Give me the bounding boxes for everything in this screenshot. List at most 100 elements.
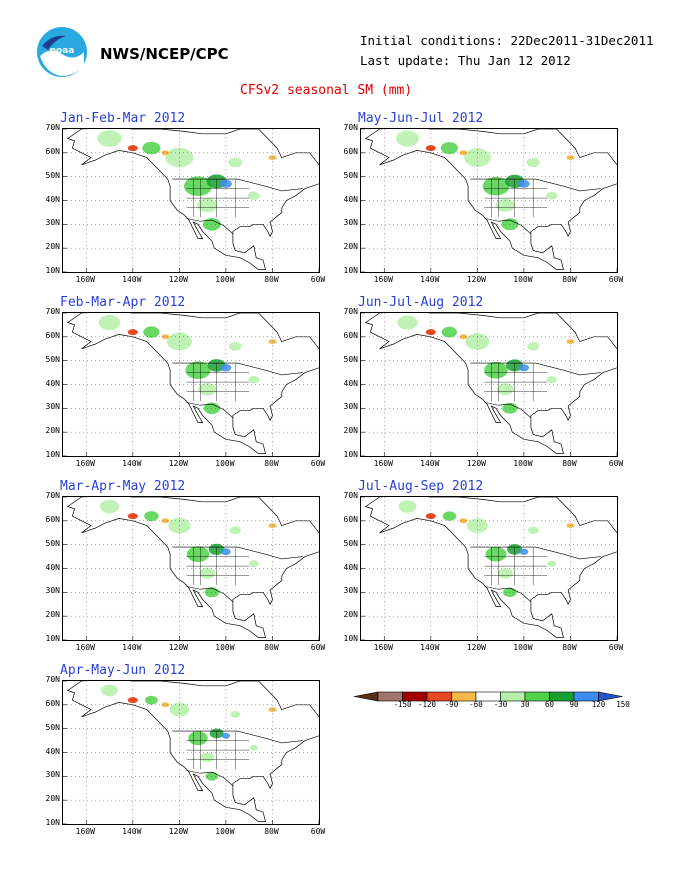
lon-label: 80W — [264, 459, 279, 468]
lon-label: 120W — [168, 275, 188, 284]
last-update: Last update: Thu Jan 12 2012 — [360, 53, 571, 68]
dry-anomaly-patch — [127, 145, 138, 152]
border-line — [186, 770, 234, 787]
border-line — [470, 546, 601, 560]
wet-anomaly-patch — [228, 342, 242, 351]
wet-anomaly-patch — [482, 176, 510, 196]
colorbar-label: -150 — [393, 700, 412, 709]
wet-anomaly-patch — [221, 732, 231, 739]
dry-anomaly-patch — [127, 513, 138, 520]
lat-label: 50N — [45, 170, 60, 180]
dry-anomaly-patch — [459, 150, 468, 156]
wet-anomaly-patch — [98, 314, 121, 331]
lat-label: 40N — [343, 562, 358, 572]
lat-label: 60N — [45, 146, 60, 156]
wet-anomaly-patch — [145, 695, 158, 705]
agency-name: NWS/NCEP/CPC — [100, 45, 229, 63]
wet-anomaly-patch — [249, 560, 259, 568]
lat-label: 30N — [45, 770, 60, 780]
wet-anomaly-patch — [497, 568, 513, 579]
colorbar-label: -120 — [417, 700, 437, 709]
lat-label: 60N — [45, 514, 60, 524]
lat-label: 60N — [45, 330, 60, 340]
svg-text:noaa: noaa — [50, 46, 75, 56]
wet-anomaly-patch — [219, 179, 232, 188]
map-panel — [360, 496, 618, 641]
wet-anomaly-patch — [442, 511, 457, 521]
border-line — [186, 402, 234, 419]
lat-label: 60N — [343, 514, 358, 524]
lon-label: 80W — [264, 275, 279, 284]
colorbar-label: 150 — [616, 700, 630, 709]
wet-anomaly-patch — [396, 130, 419, 147]
map-svg — [63, 129, 319, 272]
page-title: CFSv2 seasonal SM (mm) — [240, 83, 413, 98]
lat-label: 30N — [45, 586, 60, 596]
lon-label: 80W — [562, 459, 577, 468]
map-svg — [361, 129, 617, 272]
colorbar-label: 120 — [591, 700, 606, 709]
lat-label: 70N — [343, 307, 358, 316]
dry-anomaly-patch — [127, 329, 138, 336]
lon-label: 120W — [466, 459, 486, 468]
lon-label: 80W — [264, 643, 279, 652]
lon-label: 100W — [513, 643, 533, 652]
colorbar-label: 60 — [544, 700, 555, 709]
dry-anomaly-patch — [127, 697, 138, 704]
border-line — [470, 178, 601, 192]
map-svg — [361, 497, 617, 640]
wet-anomaly-patch — [397, 315, 418, 330]
lon-label: 120W — [168, 827, 188, 836]
lat-label: 50N — [45, 722, 60, 732]
panel-title: Apr-May-Jun 2012 — [60, 663, 186, 678]
border-line — [484, 586, 532, 603]
lat-label: 50N — [45, 354, 60, 364]
lat-label: 10N — [343, 450, 358, 459]
wet-anomaly-patch — [546, 191, 558, 200]
border-line — [172, 362, 303, 376]
lat-label: 50N — [343, 354, 358, 364]
lon-label: 60W — [310, 459, 326, 468]
lat-label: 30N — [45, 218, 60, 228]
lon-label: 100W — [215, 275, 235, 284]
lat-label: 70N — [343, 123, 358, 132]
map-panel — [62, 312, 320, 457]
initial-conditions: Initial conditions: 22Dec2011-31Dec2011 — [360, 33, 654, 48]
wet-anomaly-patch — [198, 383, 217, 396]
border-line — [172, 546, 303, 560]
panel-title: Feb-Mar-Apr 2012 — [60, 295, 186, 310]
lon-label: 160W — [373, 275, 393, 284]
wet-anomaly-patch — [495, 198, 515, 212]
panel-title: May-Jun-Jul 2012 — [358, 111, 484, 126]
lat-label: 20N — [343, 242, 358, 252]
lon-label: 60W — [608, 275, 624, 284]
wet-anomaly-patch — [230, 711, 241, 718]
border-line — [484, 402, 532, 419]
map-panel — [360, 128, 618, 273]
lat-label: 20N — [45, 242, 60, 252]
lon-label: 60W — [310, 275, 326, 284]
map-panel — [62, 496, 320, 641]
wet-anomaly-patch — [526, 157, 540, 168]
wet-anomaly-patch — [229, 526, 241, 535]
border-line — [470, 362, 601, 376]
colorbar-cell — [353, 691, 379, 702]
lon-label: 100W — [215, 643, 235, 652]
panel-title: Mar-Apr-May 2012 — [60, 479, 186, 494]
wet-anomaly-patch — [496, 383, 514, 396]
map-svg — [63, 313, 319, 456]
dry-anomaly-patch — [161, 334, 170, 340]
colorbar-label: 90 — [569, 700, 579, 709]
lat-label: 30N — [343, 218, 358, 228]
dry-anomaly-patch — [161, 702, 170, 708]
lon-label: 120W — [168, 459, 188, 468]
lon-label: 160W — [373, 459, 393, 468]
wet-anomaly-patch — [185, 361, 211, 379]
wet-anomaly-patch — [546, 376, 557, 384]
wet-anomaly-patch — [143, 326, 160, 338]
lon-label: 140W — [420, 275, 440, 284]
dry-anomaly-patch — [459, 334, 468, 340]
colorbar-label: -90 — [444, 700, 459, 709]
lat-label: 10N — [45, 450, 60, 459]
lon-label: 140W — [122, 827, 142, 836]
